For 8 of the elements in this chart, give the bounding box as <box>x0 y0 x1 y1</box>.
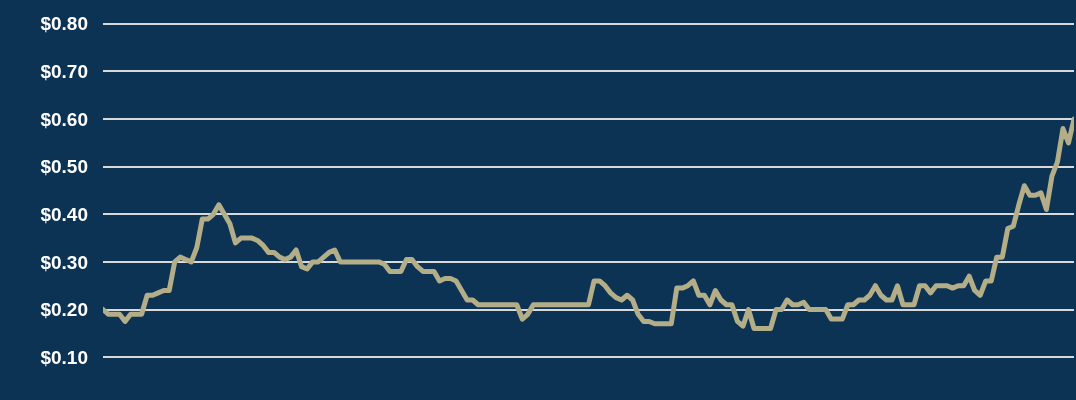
y-tick-label: $0.10 <box>40 346 88 368</box>
y-tick-label: $0.60 <box>40 108 88 130</box>
y-tick-label: $0.20 <box>40 299 88 321</box>
y-tick-label: $0.80 <box>40 13 88 35</box>
y-tick-label: $0.30 <box>40 251 88 273</box>
y-tick-label: $0.40 <box>40 203 88 225</box>
y-tick-label: $0.70 <box>40 61 88 83</box>
y-tick-label: $0.50 <box>40 156 88 178</box>
